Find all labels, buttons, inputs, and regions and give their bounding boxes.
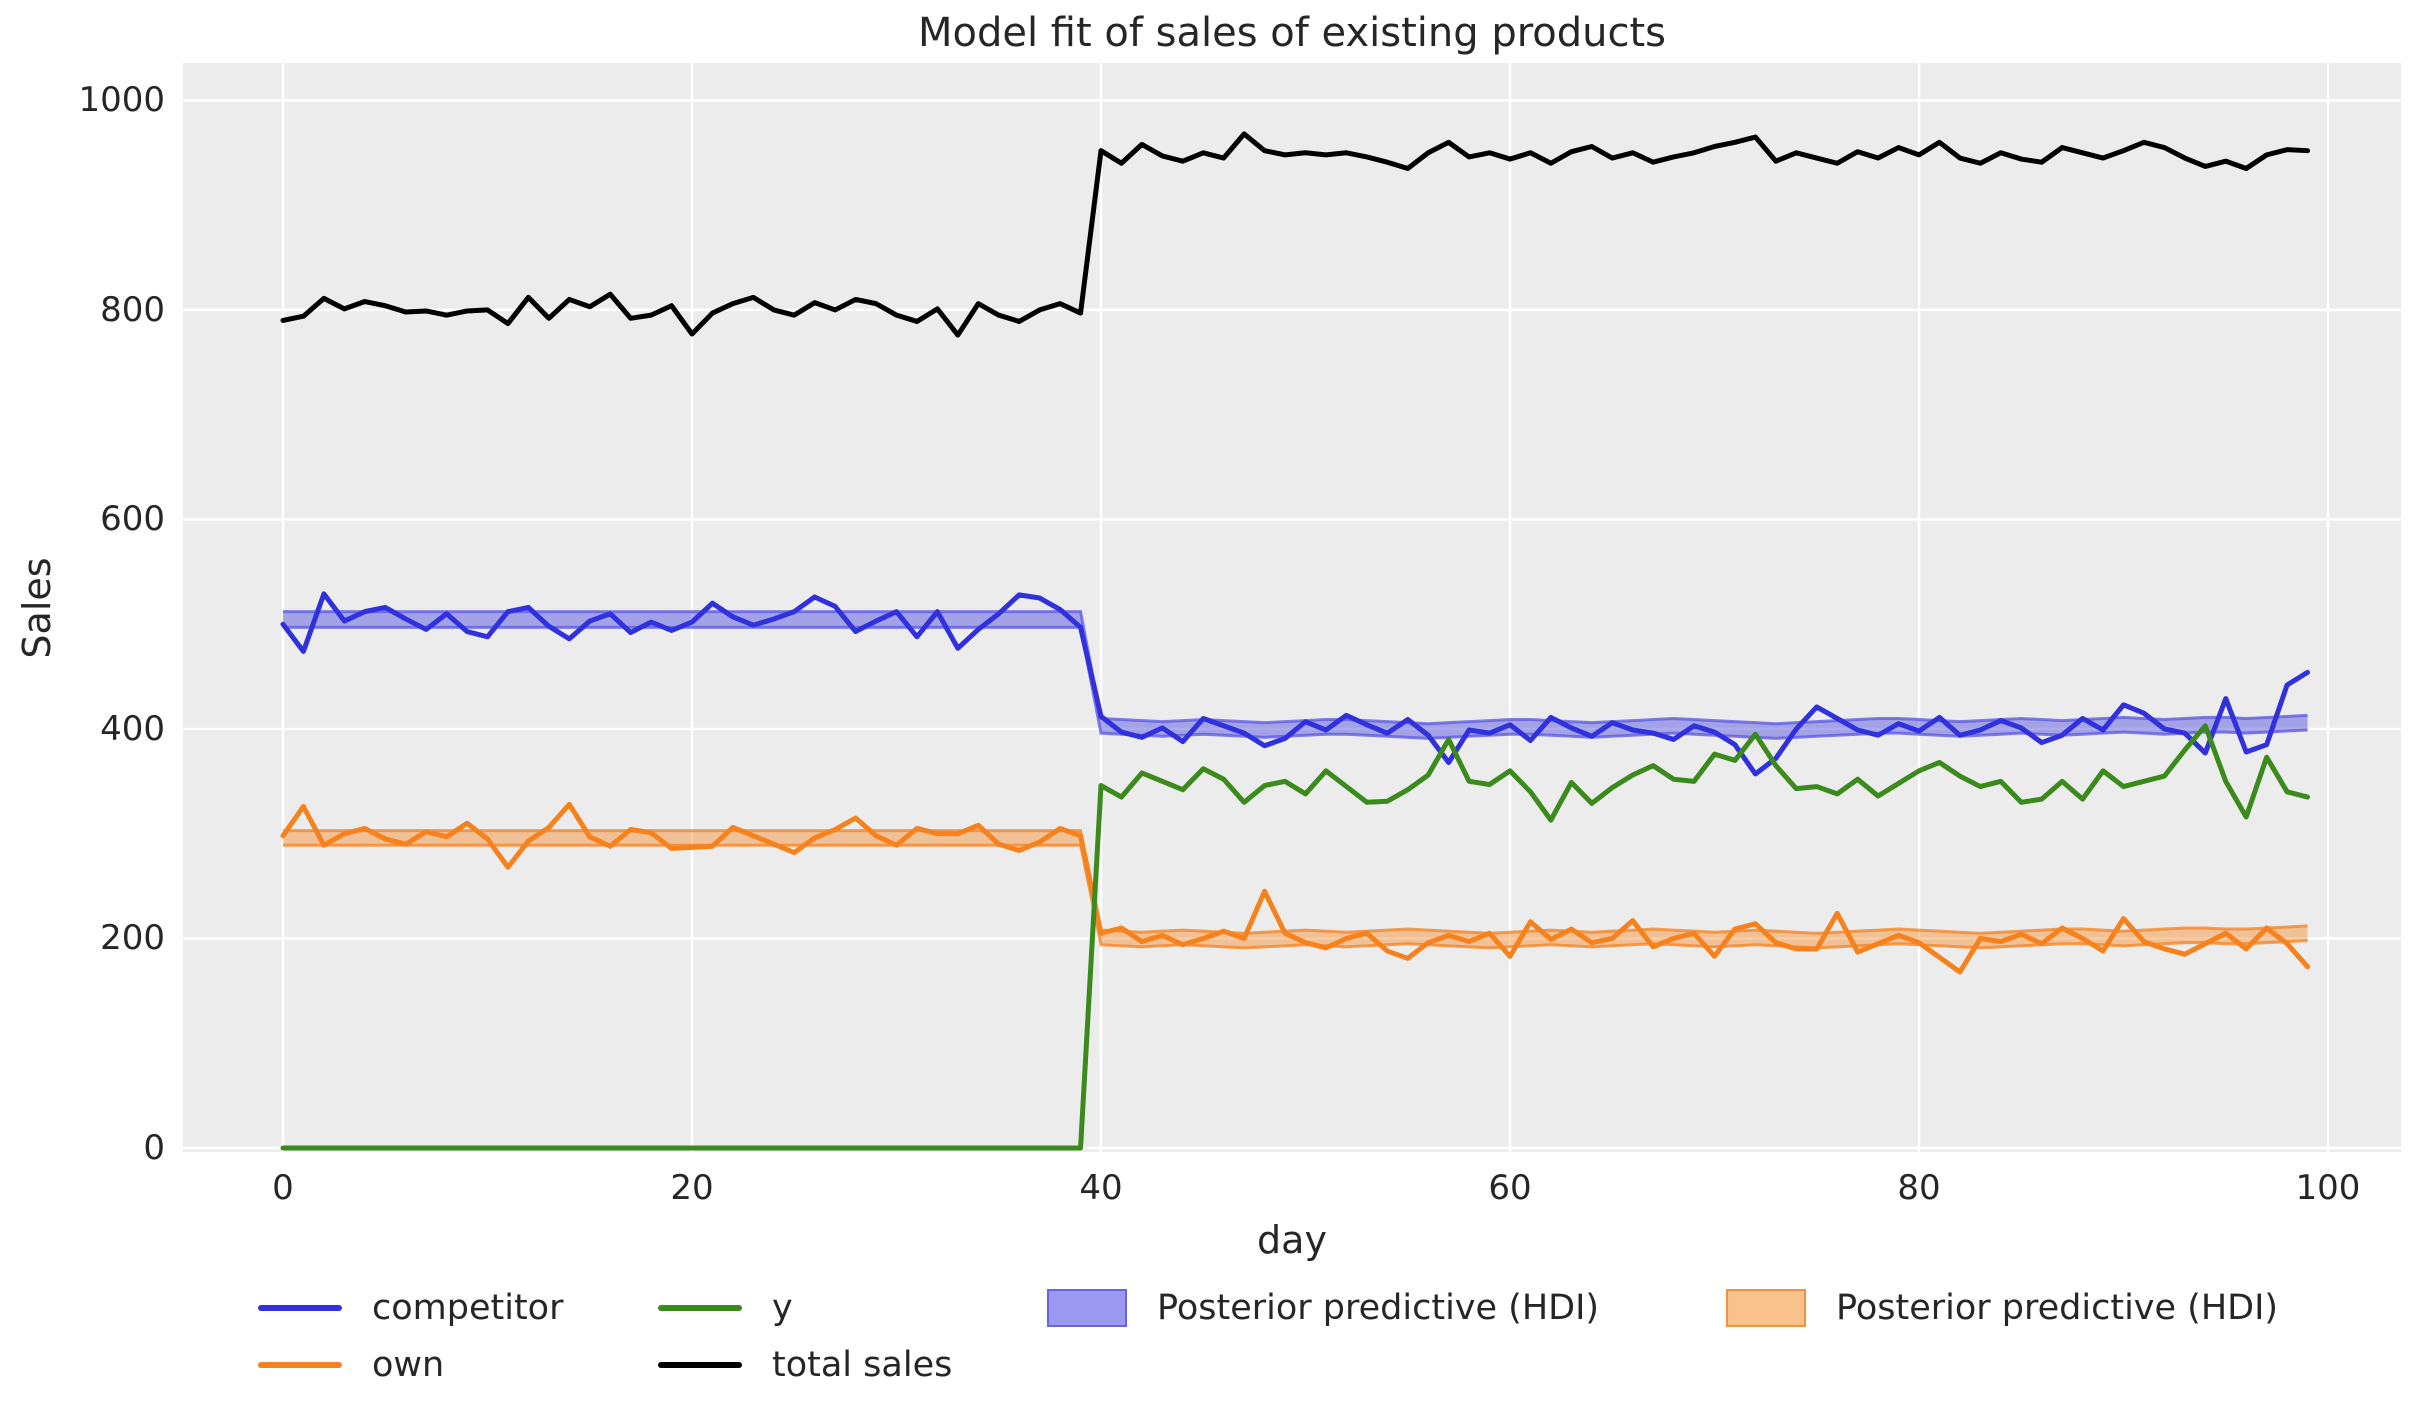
y-tick-label: 400 xyxy=(100,708,165,749)
legend-line-swatch xyxy=(258,1362,342,1368)
legend-label: y xyxy=(772,1288,793,1328)
series-competitor xyxy=(280,591,2311,777)
hdi-band-competitor-lower-edge xyxy=(283,625,2308,740)
x-tick-label: 60 xyxy=(1488,1168,1532,1208)
legend-label: own xyxy=(372,1345,445,1385)
legend-item: y xyxy=(658,1283,793,1333)
x-axis-label: day xyxy=(1257,1218,1327,1262)
x-tick-label: 100 xyxy=(2295,1168,2361,1208)
legend-item: Posterior predictive (HDI) xyxy=(1726,1283,2278,1333)
legend-item: total sales xyxy=(658,1340,952,1390)
y-tick-label: 200 xyxy=(100,918,165,959)
y-tick-label: 0 xyxy=(143,1128,165,1168)
plot-background xyxy=(183,63,2401,1152)
chart-title: Model fit of sales of existing products xyxy=(917,10,1667,56)
legend-line-swatch xyxy=(658,1362,742,1368)
y-tick-label: 800 xyxy=(100,289,165,330)
legend-line-swatch xyxy=(658,1305,742,1311)
hdi-band-own-upper-edge xyxy=(283,829,2308,935)
legend-patch-swatch xyxy=(1047,1289,1127,1327)
y-tick-label: 600 xyxy=(100,499,165,540)
x-tick-label: 20 xyxy=(670,1168,714,1208)
legend-item: Posterior predictive (HDI) xyxy=(1047,1283,1599,1333)
hdi-band-competitor-upper-edge xyxy=(283,610,2308,726)
legend-label: Posterior predictive (HDI) xyxy=(1836,1288,2279,1328)
x-tick-label: 40 xyxy=(1079,1168,1123,1208)
hdi-band-own xyxy=(283,830,2308,948)
series-total-sales xyxy=(280,131,2311,338)
legend-label: Posterior predictive (HDI) xyxy=(1157,1288,1600,1328)
legend-label: competitor xyxy=(372,1288,564,1328)
y-tick-label: 1000 xyxy=(78,80,165,121)
legend-label: total sales xyxy=(772,1345,953,1385)
hdi-band-own-lower-edge xyxy=(283,843,2308,950)
series-own xyxy=(280,801,2311,975)
legend-item: own xyxy=(258,1340,444,1390)
legend-patch-swatch xyxy=(1726,1289,1806,1327)
legend-line-swatch xyxy=(258,1305,342,1311)
legend-item: competitor xyxy=(258,1283,563,1333)
x-tick-label: 80 xyxy=(1897,1168,1941,1208)
series-y xyxy=(280,723,2311,1151)
x-tick-label: 0 xyxy=(272,1168,294,1208)
